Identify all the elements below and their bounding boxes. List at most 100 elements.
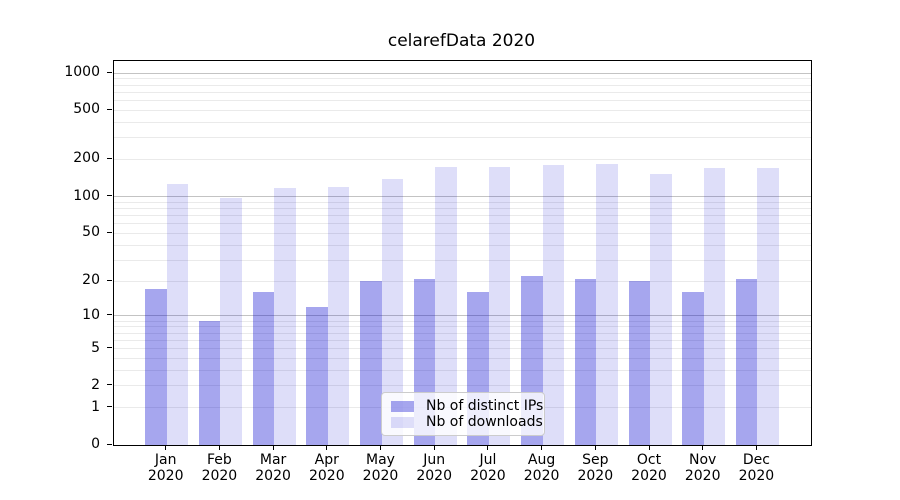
y-tick-mark bbox=[107, 279, 112, 281]
y-gridline-minor bbox=[114, 332, 811, 334]
y-tick-mark bbox=[107, 71, 112, 73]
y-tick-mark bbox=[107, 347, 112, 349]
x-tick-label: Oct 2020 bbox=[631, 452, 667, 484]
y-tick-mark bbox=[107, 231, 112, 233]
plot-area bbox=[113, 60, 812, 446]
bar-downloads-dec bbox=[757, 168, 779, 445]
bar-downloads-feb bbox=[220, 197, 242, 445]
x-tick-label: Jul 2020 bbox=[470, 452, 506, 484]
bar-distinct-ips-mar bbox=[252, 292, 275, 445]
y-gridline-major bbox=[114, 72, 811, 74]
y-tick-label: 50 bbox=[82, 224, 100, 241]
y-tick-label: 10 bbox=[82, 306, 100, 323]
y-gridline-minor bbox=[114, 244, 811, 246]
x-tick-label: Jan 2020 bbox=[147, 452, 184, 484]
x-tick-mark bbox=[380, 445, 381, 450]
y-tick-label: 5 bbox=[91, 339, 100, 356]
y-gridline-minor bbox=[114, 348, 811, 350]
y-gridline-minor bbox=[114, 385, 811, 387]
x-tick-label: Apr 2020 bbox=[308, 452, 345, 484]
x-tick-mark bbox=[433, 445, 435, 450]
bar-distinct-ips-oct bbox=[628, 281, 650, 445]
x-tick-mark bbox=[755, 445, 757, 450]
bar-downloads-sep bbox=[596, 163, 618, 445]
x-tick-label: Feb 2020 bbox=[201, 452, 238, 484]
y-tick-label: 100 bbox=[73, 187, 100, 204]
y-gridline-minor bbox=[114, 158, 811, 160]
x-tick-label: Jun 2020 bbox=[416, 452, 452, 484]
y-gridline-minor bbox=[114, 259, 811, 261]
y-tick-label: 20 bbox=[82, 272, 100, 289]
x-tick-mark bbox=[487, 445, 489, 450]
legend-swatch bbox=[391, 416, 414, 428]
x-tick-label: May 2020 bbox=[362, 452, 399, 484]
y-gridline-minor bbox=[114, 84, 811, 86]
y-tick-mark bbox=[107, 443, 112, 445]
legend-swatch bbox=[391, 400, 414, 412]
y-tick-mark bbox=[107, 406, 112, 408]
y-tick-mark bbox=[107, 314, 112, 316]
y-tick-label: 0 bbox=[91, 436, 100, 452]
y-tick-mark bbox=[107, 384, 112, 386]
y-tick-label: 200 bbox=[73, 150, 100, 167]
x-tick-mark bbox=[218, 445, 220, 450]
y-gridline-minor bbox=[114, 223, 811, 225]
y-gridline-minor bbox=[114, 232, 811, 234]
x-tick-mark bbox=[541, 445, 543, 450]
y-tick-label: 1 bbox=[91, 398, 100, 415]
bar-downloads-nov bbox=[703, 168, 726, 445]
bar-distinct-ips-feb bbox=[198, 321, 221, 445]
y-gridline-minor bbox=[114, 78, 811, 80]
y-gridline-minor bbox=[114, 201, 811, 203]
x-tick-label: Dec 2020 bbox=[738, 452, 775, 484]
y-gridline-minor bbox=[114, 339, 811, 341]
bar-downloads-jan bbox=[166, 184, 189, 445]
bar-downloads-jul bbox=[488, 166, 511, 445]
legend-item: Nb of distinct IPs bbox=[391, 398, 543, 414]
y-gridline-minor bbox=[114, 280, 811, 282]
bar-downloads-may bbox=[381, 179, 403, 445]
y-gridline-minor bbox=[114, 214, 811, 216]
bar-downloads-oct bbox=[650, 173, 672, 445]
y-tick-label: 500 bbox=[73, 101, 100, 118]
x-tick-mark bbox=[272, 445, 274, 450]
x-tick-label: Sep 2020 bbox=[577, 452, 614, 484]
chart-title: celarefData 2020 bbox=[387, 31, 536, 51]
bar-downloads-jun bbox=[435, 166, 457, 445]
y-gridline-major bbox=[114, 315, 811, 317]
x-tick-label: Mar 2020 bbox=[255, 452, 291, 484]
x-tick-mark bbox=[594, 445, 596, 450]
bar-distinct-ips-nov bbox=[682, 292, 704, 445]
y-tick-mark bbox=[107, 108, 112, 110]
bar-downloads-mar bbox=[274, 187, 296, 445]
y-gridline-minor bbox=[114, 91, 811, 93]
bar-distinct-ips-apr bbox=[306, 306, 328, 445]
y-gridline-minor bbox=[114, 320, 811, 322]
y-gridline-major bbox=[114, 196, 811, 197]
bar-distinct-ips-dec bbox=[735, 278, 758, 445]
x-tick-mark bbox=[165, 445, 167, 450]
bar-downloads-apr bbox=[327, 186, 350, 445]
y-gridline-minor bbox=[114, 109, 811, 111]
x-tick-label: Nov 2020 bbox=[684, 452, 721, 484]
y-tick-mark bbox=[107, 195, 112, 196]
y-gridline-minor bbox=[114, 99, 811, 101]
bar-distinct-ips-jan bbox=[145, 289, 167, 445]
legend-item: Nb of downloads bbox=[391, 414, 543, 430]
legend-item-label: Nb of distinct IPs bbox=[426, 398, 544, 414]
legend: Nb of distinct IPs Nb of downloads bbox=[381, 392, 545, 436]
x-tick-mark bbox=[648, 445, 650, 450]
y-tick-mark bbox=[107, 157, 112, 159]
x-tick-mark bbox=[326, 445, 328, 450]
bar-distinct-ips-may bbox=[360, 281, 382, 445]
y-gridline-minor bbox=[114, 369, 811, 371]
legend-item-label: Nb of downloads bbox=[426, 414, 543, 430]
x-tick-label: Aug 2020 bbox=[523, 452, 560, 484]
x-tick-mark bbox=[702, 445, 704, 450]
y-gridline-minor bbox=[114, 137, 811, 139]
y-gridline-minor bbox=[114, 121, 811, 123]
y-tick-label: 1000 bbox=[64, 64, 100, 80]
y-gridline-minor bbox=[114, 326, 811, 328]
y-tick-label: 2 bbox=[91, 376, 100, 393]
